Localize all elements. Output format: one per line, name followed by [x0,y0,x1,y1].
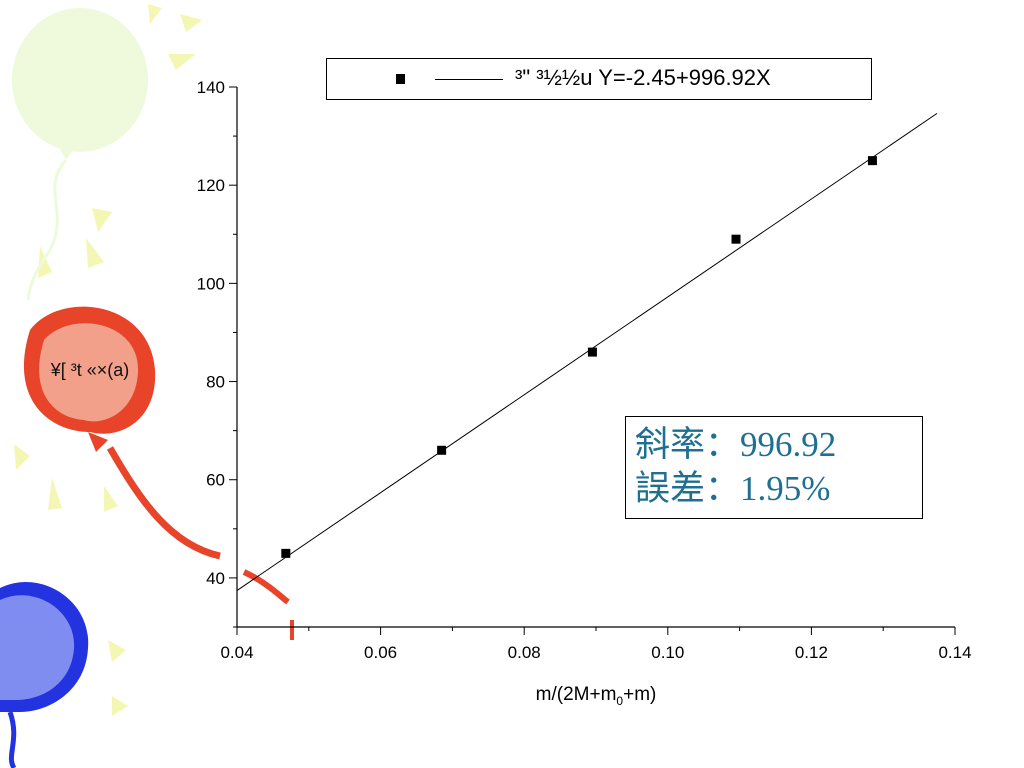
x-tick-label: 0.10 [651,643,684,662]
x-tick-label: 0.12 [795,643,828,662]
data-point [867,156,877,166]
x-axis-title-prefix: m/(2M+m [535,684,617,705]
error-text: 誤差：1.95% [635,469,831,508]
y-tick-label: 140 [197,78,225,97]
fit-line [236,112,938,591]
x-axis-title-suffix: +m) [623,684,657,705]
data-point [587,347,597,357]
rays-top [38,4,202,278]
data-point [437,445,447,455]
x-axis-ticks: 0.04 0.06 0.08 0.10 0.12 0.14 [220,627,972,662]
fit-line-group [236,112,938,591]
data-points [281,156,877,558]
legend-line-sample [435,79,503,80]
data-point [281,548,291,558]
chart-axes [236,87,955,628]
slope-error-note: 斜率：996.92 誤差：1.95% [625,416,923,519]
green-balloon [12,8,148,301]
x-axis-title: m/(2M+m0+m) [470,684,722,708]
y-tick-label: 120 [197,176,225,195]
data-point [731,234,741,244]
x-tick-label: 0.06 [364,643,397,662]
chart-legend: ³" ³½½u Y=-2.45+996.92X [326,58,872,100]
x-tick-label: 0.14 [938,643,971,662]
slope-text: 斜率：996.92 [635,425,837,464]
legend-text: ³" ³½½u Y=-2.45+996.92X [515,65,771,90]
x-axis-title-subscript: 0 [616,693,624,708]
legend-marker-square [396,74,405,84]
red-balloon [23,306,294,640]
y-tick-label: 80 [206,373,225,392]
rays-middle [14,444,128,716]
x-tick-label: 0.04 [220,643,253,662]
blue-balloon [0,581,89,768]
y-axis-ticks: 40 60 80 100 120 140 [197,78,237,628]
y-tick-label: 100 [197,274,225,293]
x-tick-label: 0.08 [508,643,541,662]
y-tick-label: 40 [206,569,225,588]
y-tick-label: 60 [206,471,225,490]
balloon-label: ¥[ ³t «×(a) [50,360,130,380]
